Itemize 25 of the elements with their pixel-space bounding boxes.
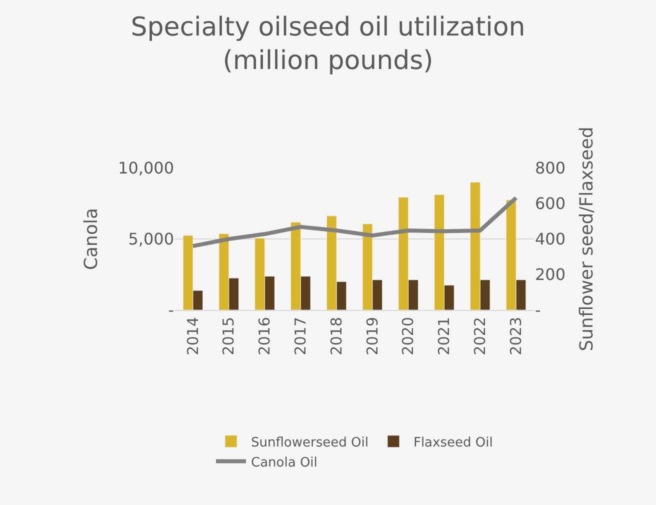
y2-tick-label: 400 [535,230,566,249]
y2-tick-label: - [535,300,541,320]
x-tick-label: 2016 [256,317,274,356]
x-tick-label: 2014 [184,317,202,356]
chart-title: Specialty oilseed oil utilization (million pounds) [130,12,526,76]
x-tick-label: 2015 [220,317,238,356]
y-tick-label: - [168,300,174,320]
legend-label: Canola Oil [251,455,318,470]
x-tick-label: 2018 [327,317,346,356]
y2-axis-title: Sunflower seed/Flaxseed [576,126,598,352]
y-tick-label: 10,000 [118,158,174,178]
legend-label: Flaxseed Oil [413,435,493,450]
y-axis-title: Canola [81,208,102,270]
y2-tick-label: 800 [535,158,566,178]
x-tick-label: 2021 [435,317,454,356]
line-series [190,196,518,248]
y-tick-label: 5,000 [128,230,174,249]
x-tick-label: 2017 [292,317,310,356]
y2-tick-label: 200 [535,265,566,284]
x-tick-label: 2022 [471,317,490,356]
y2-tick-label: 600 [535,194,566,214]
x-tick-label: 2019 [363,317,382,356]
legend-label: Sunflowerseed Oil [251,435,368,450]
x-tick-label: 2020 [399,317,418,356]
x-tick-label: 2023 [506,317,525,356]
